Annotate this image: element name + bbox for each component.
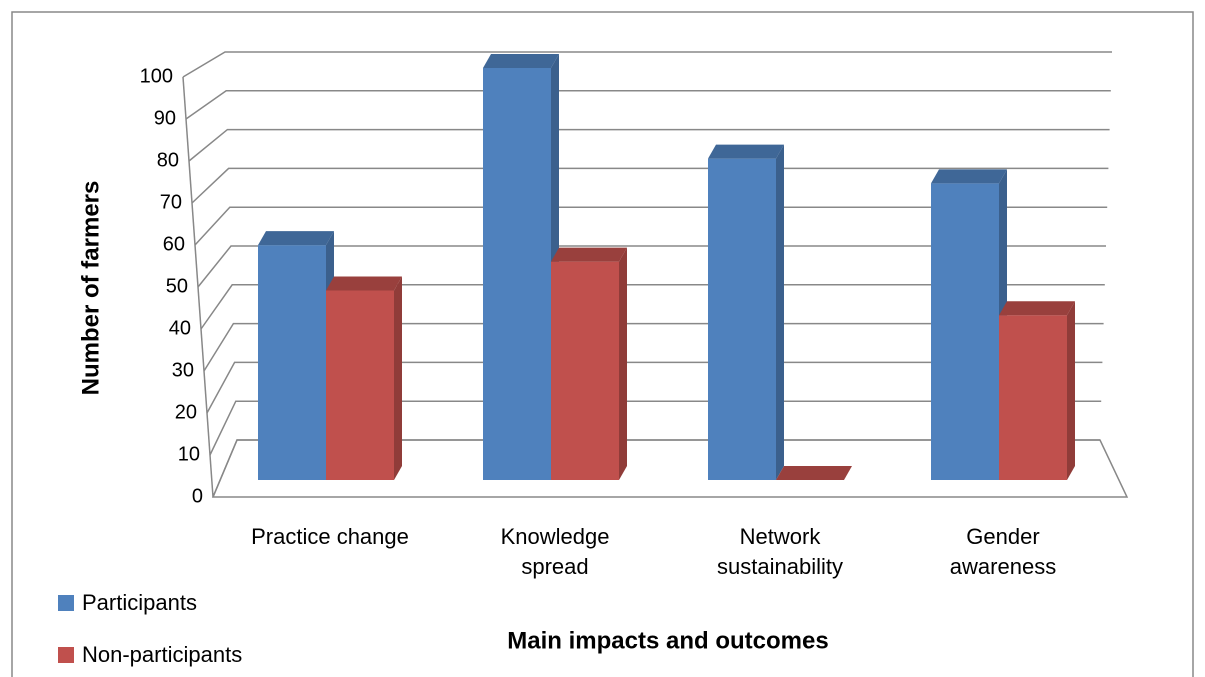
y-axis-title: Number of farmers xyxy=(77,181,104,396)
grid-line xyxy=(206,361,1103,414)
bar xyxy=(551,247,627,480)
y-tick-label: 60 xyxy=(163,233,185,255)
grid-line xyxy=(188,128,1110,162)
y-tick-label: 70 xyxy=(160,191,182,213)
bar-front xyxy=(551,261,619,480)
bar-front xyxy=(326,290,394,480)
x-tick-label: Knowledge spread xyxy=(500,524,610,579)
bar-side xyxy=(394,276,402,480)
bar-side xyxy=(776,144,784,480)
chart-border xyxy=(11,11,1194,677)
bar-top xyxy=(999,301,1075,316)
grid-line xyxy=(200,284,1105,330)
bar xyxy=(258,231,334,480)
bar-top xyxy=(931,169,1007,184)
bar-front xyxy=(999,315,1067,480)
grid-line xyxy=(185,90,1111,120)
y-tick-label: 10 xyxy=(178,443,200,465)
bar xyxy=(708,144,784,480)
bar-front xyxy=(708,158,776,480)
bar-front xyxy=(483,68,551,480)
y-tick-label: 100 xyxy=(140,65,173,87)
bar xyxy=(326,276,402,480)
y-tick-label: 30 xyxy=(172,359,194,381)
grid-line xyxy=(197,245,1106,288)
grid-line xyxy=(194,206,1108,246)
x-tick-label: Practice change xyxy=(251,524,409,549)
bar-side xyxy=(619,247,627,480)
y-tick-label: 90 xyxy=(154,107,176,129)
grid-line xyxy=(191,167,1109,204)
legend-swatch xyxy=(58,647,74,663)
y-tick-label: 40 xyxy=(169,317,191,339)
bar-top xyxy=(483,54,559,68)
bar xyxy=(776,466,852,480)
y-tick-label: 50 xyxy=(166,275,188,297)
x-tick-label: Network sustainability xyxy=(717,524,843,579)
bar-front xyxy=(258,245,326,480)
bar xyxy=(999,301,1075,480)
legend-label: Participants xyxy=(82,590,197,615)
grid-line xyxy=(182,51,1112,78)
legend-swatch xyxy=(58,595,74,611)
grid-line xyxy=(209,400,1102,456)
bar-top xyxy=(708,144,784,159)
bar xyxy=(483,54,559,480)
bar-top xyxy=(551,247,627,262)
bar-top xyxy=(326,276,402,291)
bar-top xyxy=(258,231,334,246)
x-axis-title: Main impacts and outcomes xyxy=(507,627,828,654)
bar-front xyxy=(931,183,999,481)
legend-item: Participants xyxy=(58,590,197,616)
x-tick-label: Gender awareness xyxy=(949,524,1057,579)
bar xyxy=(931,169,1007,481)
grid-line xyxy=(212,439,1100,498)
y-tick-label: 0 xyxy=(192,485,203,507)
legend-item: Non-participants xyxy=(58,642,242,668)
y-tick-label: 80 xyxy=(157,149,179,171)
bar-side xyxy=(1067,301,1075,480)
grid-line xyxy=(203,322,1104,372)
bar-top xyxy=(776,466,852,480)
y-tick-label: 20 xyxy=(175,401,197,423)
legend-label: Non-participants xyxy=(82,642,243,667)
